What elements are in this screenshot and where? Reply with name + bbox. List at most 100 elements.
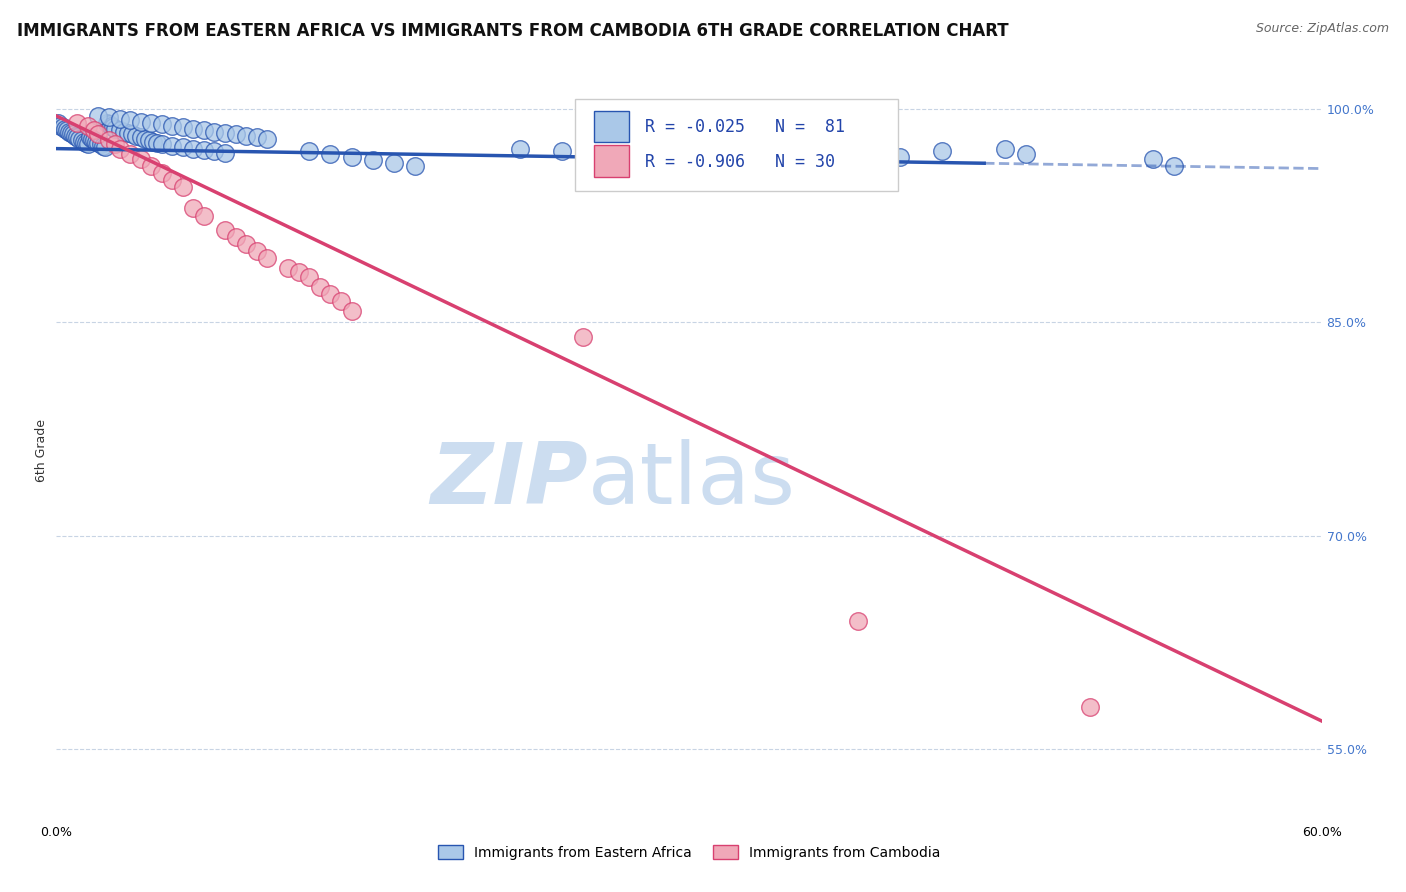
Point — [108, 123, 131, 137]
Point — [82, 131, 104, 145]
Point — [1078, 699, 1101, 714]
Point — [846, 615, 869, 629]
Point — [87, 128, 110, 142]
Point — [79, 130, 101, 145]
Point — [129, 114, 152, 128]
Point — [112, 124, 135, 138]
Point — [382, 156, 405, 170]
Point — [73, 135, 96, 149]
Point — [172, 180, 194, 194]
Point — [49, 119, 72, 133]
Point — [340, 304, 363, 318]
Point — [298, 145, 321, 159]
Point — [83, 123, 105, 137]
Point — [75, 136, 97, 150]
FancyBboxPatch shape — [593, 111, 630, 142]
Point — [551, 145, 574, 159]
Point — [98, 133, 120, 147]
Point — [150, 117, 173, 131]
Point — [225, 230, 247, 244]
Point — [129, 152, 152, 166]
Point — [162, 138, 183, 153]
Point — [87, 136, 110, 150]
Point — [121, 128, 143, 142]
Point — [104, 137, 127, 152]
Point — [340, 150, 363, 164]
Point — [52, 120, 75, 135]
Point — [172, 140, 194, 154]
Point — [214, 126, 236, 140]
FancyBboxPatch shape — [593, 145, 630, 177]
Point — [83, 133, 105, 147]
Point — [66, 130, 89, 145]
Point — [120, 113, 141, 128]
Point — [53, 121, 76, 136]
Point — [1163, 159, 1185, 173]
Point — [66, 116, 89, 130]
Point — [162, 119, 183, 133]
Point — [103, 120, 124, 135]
Point — [287, 265, 309, 279]
Point — [90, 137, 111, 152]
Point — [150, 166, 173, 180]
Point — [100, 119, 122, 133]
Point — [319, 286, 342, 301]
Point — [193, 143, 215, 157]
Point — [846, 147, 869, 161]
Point — [319, 147, 342, 161]
Point — [172, 120, 194, 135]
Point — [104, 121, 127, 136]
Point — [134, 131, 156, 145]
Point — [404, 159, 426, 173]
Point — [86, 135, 108, 149]
Point — [361, 153, 384, 167]
Point — [202, 124, 225, 138]
Point — [509, 142, 531, 156]
Point — [117, 126, 139, 140]
Point — [214, 145, 236, 160]
Point — [76, 119, 98, 133]
Text: atlas: atlas — [588, 439, 796, 522]
Legend: Immigrants from Eastern Africa, Immigrants from Cambodia: Immigrants from Eastern Africa, Immigran… — [432, 839, 946, 865]
Point — [256, 131, 278, 145]
Point — [298, 269, 321, 284]
Point — [162, 173, 183, 187]
Point — [141, 159, 163, 173]
Point — [67, 131, 90, 145]
Point — [889, 150, 911, 164]
Point — [108, 142, 131, 156]
Point — [183, 121, 205, 136]
Point — [87, 109, 110, 123]
Text: IMMIGRANTS FROM EASTERN AFRICA VS IMMIGRANTS FROM CAMBODIA 6TH GRADE CORRELATION: IMMIGRANTS FROM EASTERN AFRICA VS IMMIGR… — [17, 22, 1008, 40]
Point — [150, 137, 173, 152]
Point — [572, 329, 595, 343]
Point — [62, 128, 84, 142]
Point — [256, 252, 278, 266]
Point — [1142, 152, 1164, 166]
Point — [98, 117, 120, 131]
Point — [330, 293, 353, 308]
Point — [1015, 147, 1038, 161]
Point — [129, 130, 152, 145]
Point — [59, 126, 82, 140]
Point — [309, 279, 332, 293]
Point — [146, 136, 169, 150]
Point — [183, 142, 205, 156]
Point — [235, 128, 257, 143]
Point — [65, 128, 87, 143]
Point — [193, 209, 215, 223]
Point — [225, 128, 247, 142]
Point — [994, 142, 1017, 156]
Point — [120, 147, 141, 161]
Point — [138, 133, 160, 147]
Point — [48, 116, 70, 130]
Point — [76, 137, 98, 152]
Point — [636, 147, 658, 161]
Point — [277, 261, 299, 276]
Text: Source: ZipAtlas.com: Source: ZipAtlas.com — [1256, 22, 1389, 36]
Text: R = -0.025   N =  81: R = -0.025 N = 81 — [644, 118, 845, 136]
Point — [93, 140, 115, 154]
FancyBboxPatch shape — [575, 99, 898, 191]
Point — [678, 145, 700, 159]
Point — [245, 130, 267, 145]
